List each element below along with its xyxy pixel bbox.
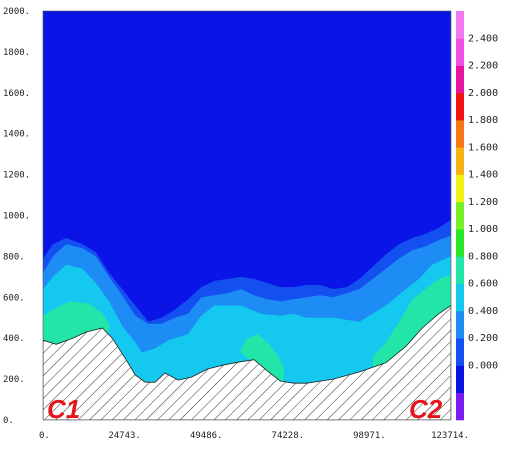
colorbar-swatch: [456, 310, 464, 339]
y-tick-label: 400.: [3, 334, 25, 344]
y-tick-label: 2000.: [3, 7, 30, 17]
corner-label-c1: C1: [47, 394, 80, 424]
colorbar-label: 2.000: [468, 88, 498, 99]
x-tick-label: 123714.: [431, 431, 469, 441]
plot-frame: [42, 10, 452, 421]
colorbar-label: 1.400: [468, 170, 498, 181]
contour-patch-0.800-1: [43, 301, 109, 345]
y-tick-label: 1000.: [3, 212, 30, 222]
x-tick-label: 98971.: [353, 431, 386, 441]
contour-patch-0.800-3: [372, 274, 451, 369]
colorbar-swatch: [456, 65, 464, 94]
colorbar: 0.000 0.200 0.400 0.600 0.800 1.000 1.200 1.400…: [456, 11, 498, 421]
y-tick-label: 1200.: [3, 171, 30, 181]
colorbar-label: 1.600: [468, 142, 498, 153]
colorbar-label: 0.400: [468, 306, 498, 317]
colorbar-label: 1.200: [468, 197, 498, 208]
colorbar-label: 1.000: [468, 224, 498, 235]
y-tick-label: 0.: [3, 416, 14, 426]
colorbar-swatch: [456, 256, 464, 284]
y-tick-label: 1600.: [3, 89, 30, 99]
colorbar-label: 0.000: [468, 361, 498, 372]
colorbar-swatch: [456, 38, 464, 66]
y-axis-ticks: 0. 200. 400. 600. 800. 1000. 1200. 1400. 1600. 18…: [3, 7, 30, 426]
colorbar-swatch: [456, 174, 464, 203]
colorbar-swatch: [456, 338, 464, 366]
x-axis-ticks: 0. 24743. 49486. 74228. 98971. 123714.: [39, 431, 469, 441]
colorbar-swatch: [456, 120, 464, 148]
colorbar-label: 0.600: [468, 279, 498, 290]
colorbar-label: 1.800: [468, 115, 498, 126]
colorbar-swatch: [456, 365, 464, 394]
colorbar-swatch: [456, 147, 464, 175]
x-tick-label: 0.: [39, 431, 50, 441]
colorbar-label: 0.200: [468, 333, 498, 344]
colorbar-swatch: [456, 11, 464, 39]
y-tick-label: 1800.: [3, 48, 30, 58]
y-tick-label: 800.: [3, 252, 25, 262]
colorbar-swatch: [456, 201, 464, 230]
y-tick-label: 600.: [3, 293, 25, 303]
plot-area: [43, 11, 451, 420]
colorbar-swatch: [456, 229, 464, 257]
y-tick-label: 200.: [3, 375, 25, 385]
contour-patch-0.800-2: [240, 334, 284, 382]
x-tick-label: 24743.: [108, 431, 141, 441]
colorbar-swatch: [456, 92, 464, 121]
x-tick-label: 74228.: [272, 431, 305, 441]
corner-label-c2: C2: [409, 394, 443, 424]
colorbar-label: 2.400: [468, 33, 498, 44]
x-tick-label: 49486.: [190, 431, 223, 441]
colorbar-swatch: [456, 392, 464, 421]
colorbar-label: 2.200: [468, 61, 498, 72]
y-tick-label: 1400.: [3, 130, 30, 140]
terrain-hatched: [43, 305, 451, 420]
colorbar-label: 0.800: [468, 251, 498, 262]
colorbar-swatch: [456, 283, 464, 312]
